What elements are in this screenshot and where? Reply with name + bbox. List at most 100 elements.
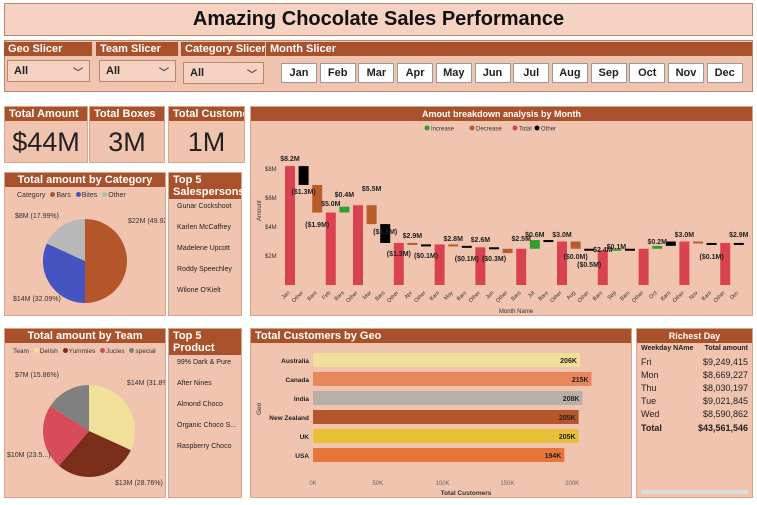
geo-bar-chart[interactable]: 0K 50K 100K 150K 200K Australia 206K Canada 215K…: [251, 345, 631, 497]
list-item[interactable]: Almond Choco: [177, 401, 223, 408]
team-slicer-dropdown[interactable]: All ﹀: [99, 60, 176, 82]
legend-item: Increase: [431, 127, 455, 133]
list-item[interactable]: Madelene Upcott: [177, 245, 230, 252]
geo-bar: [313, 429, 579, 443]
waterfall-bar: [584, 248, 595, 251]
legend-marker: [469, 125, 475, 131]
waterfall-bar: [407, 242, 418, 245]
x-tick-label: 200K: [565, 481, 579, 487]
waterfall-bar: [543, 240, 554, 243]
waterfall-bar: [434, 244, 445, 285]
x-tick-label: Other: [291, 290, 305, 304]
month-button-apr[interactable]: Apr: [397, 63, 434, 83]
pie-slice-delish: [89, 385, 135, 451]
x-tick-label: Other: [413, 290, 427, 304]
amount-cell: $9,249,415: [702, 357, 748, 367]
list-item[interactable]: Roddy Speechley: [177, 266, 232, 273]
list-item[interactable]: 99% Dark & Pure: [177, 359, 232, 366]
month-button-feb[interactable]: Feb: [319, 63, 356, 83]
geo-category-label: Australia: [281, 358, 309, 365]
month-button-jul[interactable]: Jul: [513, 63, 550, 83]
waterfall-bar: [733, 242, 744, 245]
month-button-oct[interactable]: Oct: [629, 63, 666, 83]
richest-day-total: Total $43,561,546: [641, 423, 748, 433]
pie-data-label: $14M (32.09%): [13, 296, 61, 303]
list-item[interactable]: Raspberry Choco: [177, 443, 232, 450]
x-tick-label: Apr: [404, 290, 414, 300]
list-item[interactable]: Organic Choco S...: [177, 422, 237, 429]
geo-bar-title: Total Customers by Geo: [251, 329, 631, 343]
x-tick-label: Other: [577, 290, 591, 304]
waterfall-data-label: $0.2M: [647, 239, 667, 246]
richest-day-col2: Total amount: [704, 345, 748, 352]
x-tick-label: 100K: [436, 481, 450, 487]
waterfall-data-label: ($0.5M): [577, 262, 601, 269]
x-tick-label: Nov: [688, 290, 699, 301]
geo-data-label: 194K: [545, 453, 562, 460]
pie-data-label: $10M (23.5...): [7, 452, 51, 459]
waterfall-bar: [353, 205, 363, 285]
list-item[interactable]: Wilone O'Kielt: [177, 287, 221, 294]
x-tick-label: Other: [549, 290, 563, 304]
waterfall-data-label: $0.6M: [525, 232, 545, 239]
team-legend: Team Delish Yummies Jucies special: [13, 348, 156, 355]
month-slicer-title: Month Slicer: [266, 42, 752, 56]
amount-cell: $8,030,197: [702, 383, 748, 393]
geo-data-label: 208K: [563, 396, 580, 403]
month-button-jun[interactable]: Jun: [474, 63, 511, 83]
top-sales-title: Top 5 Salespersons: [169, 173, 245, 199]
waterfall-data-label: $2.9M: [729, 232, 749, 239]
richest-day-title: Richest Day: [637, 329, 752, 343]
waterfall-chart[interactable]: Increase Decrease Total Other $8M $6M $4M $2M Am…: [251, 121, 752, 315]
y-tick-label: $4M: [265, 225, 277, 231]
month-button-jan[interactable]: Jan: [281, 63, 317, 83]
legend-item: Bars: [56, 192, 71, 199]
legend-item: Jucies: [106, 348, 125, 355]
waterfall-bar: [325, 212, 336, 285]
x-tick-label: 150K: [500, 481, 514, 487]
legend-item: Other: [541, 127, 556, 133]
month-button-nov[interactable]: Nov: [668, 63, 704, 83]
waterfall-data-label: ($0.0M): [564, 254, 588, 261]
horizontal-scrollbar[interactable]: [641, 490, 748, 494]
month-button-aug[interactable]: Aug: [551, 63, 588, 83]
list-item[interactable]: Karlen McCaffrey: [177, 224, 231, 231]
legend-item: Total: [519, 127, 532, 133]
month-button-may[interactable]: May: [435, 63, 472, 83]
pie-data-label: $13M (28.76%): [115, 480, 163, 487]
month-button-mar[interactable]: Mar: [358, 63, 395, 83]
x-tick-label: 50K: [372, 481, 383, 487]
list-item[interactable]: Gunar Cockshoot: [177, 203, 232, 210]
x-tick-label: Bars: [334, 290, 346, 302]
kpi-total-amount-value: $44M: [12, 127, 80, 157]
team-slicer-value: All: [106, 65, 121, 77]
category-slicer-dropdown[interactable]: All ﹀: [183, 62, 264, 84]
waterfall-bar: [557, 241, 567, 285]
weekday-cell: Thu: [641, 383, 657, 393]
kpi-total-boxes-label: Total Boxes: [90, 107, 164, 121]
x-tick-label: Bars: [510, 290, 522, 302]
category-pie-chart[interactable]: $22M (49.92%) $14M (32.09%) $8M (17.99%): [5, 201, 165, 315]
team-pie-panel: Total amount by Team Team Delish Yummies…: [4, 328, 166, 498]
x-tick-label: Bars: [538, 290, 550, 302]
table-row: Fri $9,249,415: [641, 357, 748, 367]
month-button-dec[interactable]: Dec: [706, 63, 743, 83]
x-tick-label: Jan: [281, 290, 292, 301]
kpi-total-customers: Total Customers 1M: [168, 106, 245, 163]
x-tick-label: Sep: [607, 290, 618, 301]
pie-slice-special: [50, 385, 89, 431]
waterfall-bar: [693, 241, 703, 244]
geo-category-label: Canada: [286, 377, 310, 384]
table-row: Mon $8,669,227: [641, 370, 748, 380]
waterfall-bar: [461, 245, 472, 248]
legend-item: Bites: [81, 192, 98, 199]
list-item[interactable]: After Nines: [177, 380, 212, 387]
geo-slicer-dropdown[interactable]: All ﹀: [7, 60, 90, 82]
x-tick-label: Bars: [701, 290, 713, 302]
geo-data-label: 215K: [572, 377, 589, 384]
waterfall-data-label: $2.9M: [403, 233, 423, 240]
richest-day-panel: Richest Day Weekday NAme Total amount Fri…: [636, 328, 753, 498]
geo-category-label: New Zealand: [269, 415, 309, 422]
month-button-sep[interactable]: Sep: [590, 63, 627, 83]
team-pie-chart[interactable]: $14M (31.8%) $13M (28.76%) $10M (23.5...) $…: [5, 357, 165, 497]
